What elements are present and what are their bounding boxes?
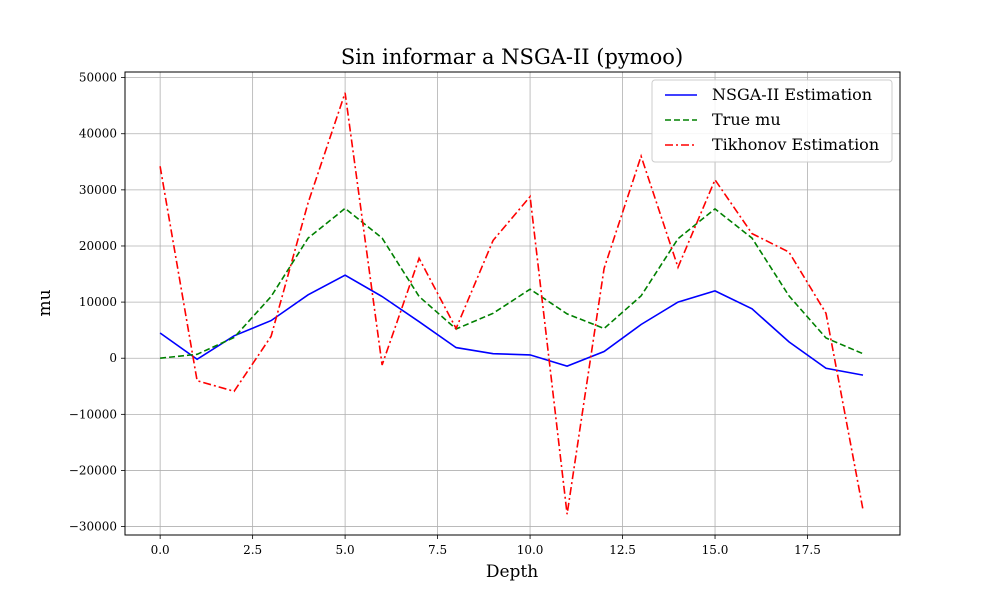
series-lines: [159, 92, 864, 515]
y-tick-label: 50000: [79, 71, 117, 85]
series-line-nsga-ii-estimation: [159, 274, 864, 376]
y-tick-label: −30000: [69, 520, 117, 534]
y-axis-label: mu: [35, 289, 55, 316]
x-tick-label: 7.5: [428, 543, 447, 557]
x-tick-label: 0.0: [151, 543, 170, 557]
legend-box: [651, 79, 893, 163]
x-axis-label: Depth: [486, 562, 538, 582]
x-tick-label: 10.0: [517, 543, 544, 557]
y-tick-label: 10000: [79, 295, 117, 309]
y-tick-label: 20000: [79, 239, 117, 253]
axis-ticks: 0.0 2.5 5.0 7.5 10.0 12.5 15.0 17.5 −30000 −20000…: [69, 71, 821, 557]
y-tick-label: 30000: [79, 183, 117, 197]
y-tick-label: −10000: [69, 407, 117, 421]
x-tick-label: 15.0: [702, 543, 729, 557]
plot-frame: [124, 71, 901, 536]
legend: NSGA-II Estimation True mu Tikhonov Esti…: [651, 79, 893, 163]
x-tick-label: 12.5: [609, 543, 636, 557]
x-tick-label: 5.0: [336, 543, 355, 557]
y-tick-label: 0: [109, 351, 117, 365]
legend-label-tikhonov: Tikhonov Estimation: [712, 135, 879, 154]
series-line-true-mu: [160, 207, 864, 359]
y-tick-label: −20000: [69, 463, 117, 477]
chart-title: Sin informar a NSGA-II (pymoo): [341, 45, 683, 69]
x-tick-label: 2.5: [243, 543, 262, 557]
grid: [125, 72, 900, 535]
legend-label-true-mu: True mu: [712, 110, 781, 129]
series-line-tikhonov-estimation: [159, 92, 864, 515]
legend-label-nsga: NSGA-II Estimation: [712, 85, 872, 104]
y-tick-label: 40000: [79, 127, 117, 141]
x-tick-label: 17.5: [794, 543, 821, 557]
